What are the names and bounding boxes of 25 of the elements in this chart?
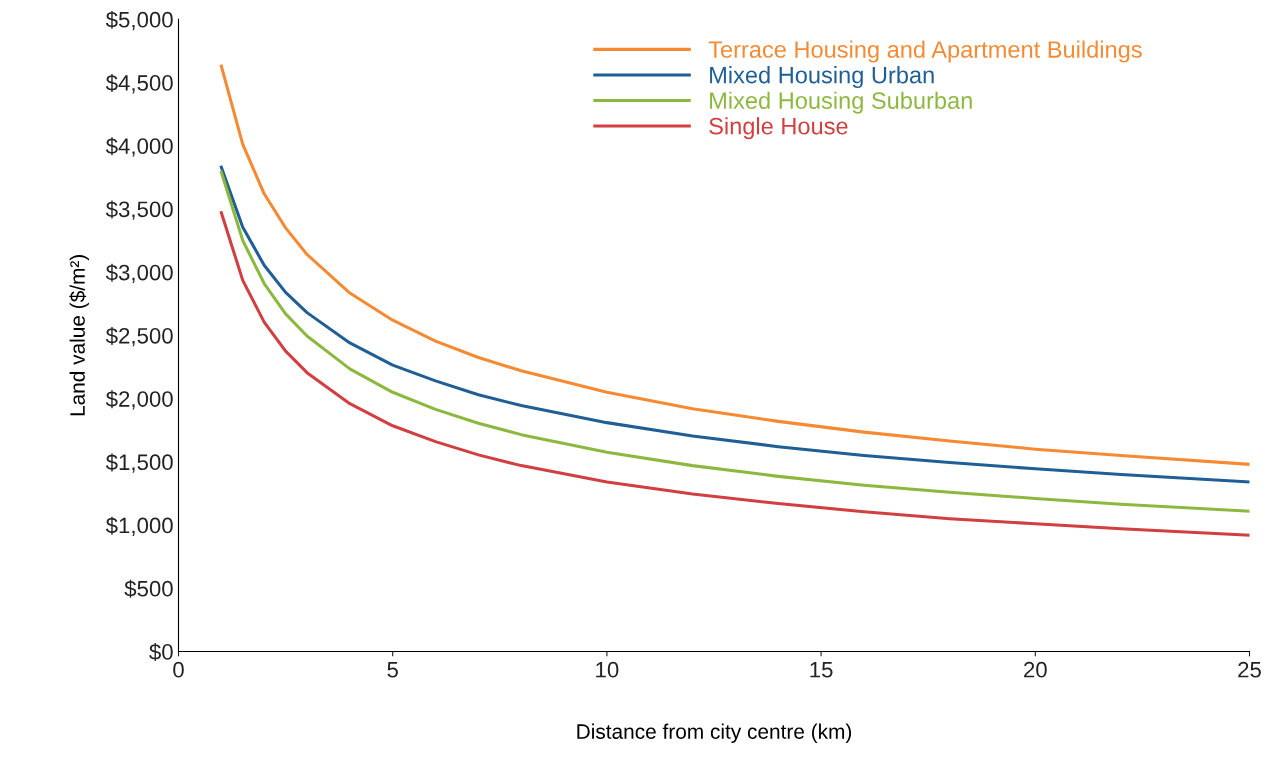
y-tick-label: $1,000 [105,516,173,536]
x-tick-label: 0 [173,661,184,678]
y-tick-label: $4,000 [105,137,173,157]
y-tick-label: $500 [124,579,173,598]
y-tick-label: $2,500 [105,326,173,347]
y-tick-label: $2,000 [105,390,173,410]
legend-label: Mixed Housing Urban [710,66,934,89]
line-series [219,64,1250,466]
line-series [219,211,1250,537]
x-tick-label: 20 [1024,661,1047,678]
legend-label: Terrace Housing and Apartment Buildings [708,40,1142,63]
y-tick-label: $0 [149,643,173,662]
y-tick-label: $5,000 [105,10,173,31]
y-tick-label: $3,500 [105,200,173,220]
x-tick-label: 10 [596,661,619,678]
y-axis-title: Land value ($/m²) [69,255,89,416]
legend-label: Mixed Housing Suburban [710,91,972,114]
y-tick-label: $1,500 [105,453,173,473]
y-tick-label: $4,500 [105,74,173,94]
x-tick-label: 15 [810,662,833,678]
x-tick-label: 25 [1238,661,1261,678]
x-tick-label: 5 [387,662,398,678]
y-tick-label: $3,000 [105,263,173,284]
x-axis-title: Distance from city centre (km) [577,723,852,744]
legend-label: Single House [709,117,848,140]
